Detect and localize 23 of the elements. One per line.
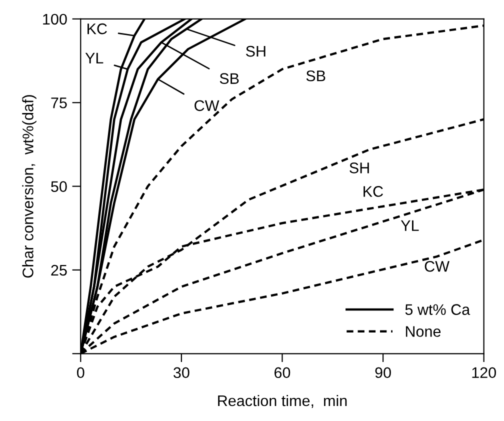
annotation: KC xyxy=(88,23,107,34)
x-tick-label: 120 xyxy=(472,367,496,378)
legend-label: None xyxy=(406,326,441,337)
y-axis-title: Char conversion, wt%(daf) xyxy=(22,95,36,278)
annotation: CW xyxy=(194,100,220,112)
annotation: SB xyxy=(306,70,326,82)
annotation: CW xyxy=(424,260,450,272)
annotation: KC xyxy=(364,186,383,197)
x-tick-label: 90 xyxy=(375,367,391,378)
y-tick-label: 75 xyxy=(51,98,67,108)
legend-label: 5 wt% Ca xyxy=(405,304,470,315)
y-tick-label: 25 xyxy=(51,264,67,276)
x-axis-title: Reaction time, min xyxy=(218,394,347,408)
annotation: SB xyxy=(220,73,239,84)
x-tick-label: 30 xyxy=(174,367,190,378)
x-tick-label: 0 xyxy=(76,367,84,378)
annotation: SH xyxy=(246,46,266,57)
annotation: YL xyxy=(400,220,419,231)
x-tick-label: 60 xyxy=(274,367,290,378)
annotation: YL xyxy=(85,52,104,64)
annotation: SH xyxy=(350,162,369,174)
y-tick-label: 100 xyxy=(43,14,67,25)
y-tick-label: 50 xyxy=(51,181,67,192)
